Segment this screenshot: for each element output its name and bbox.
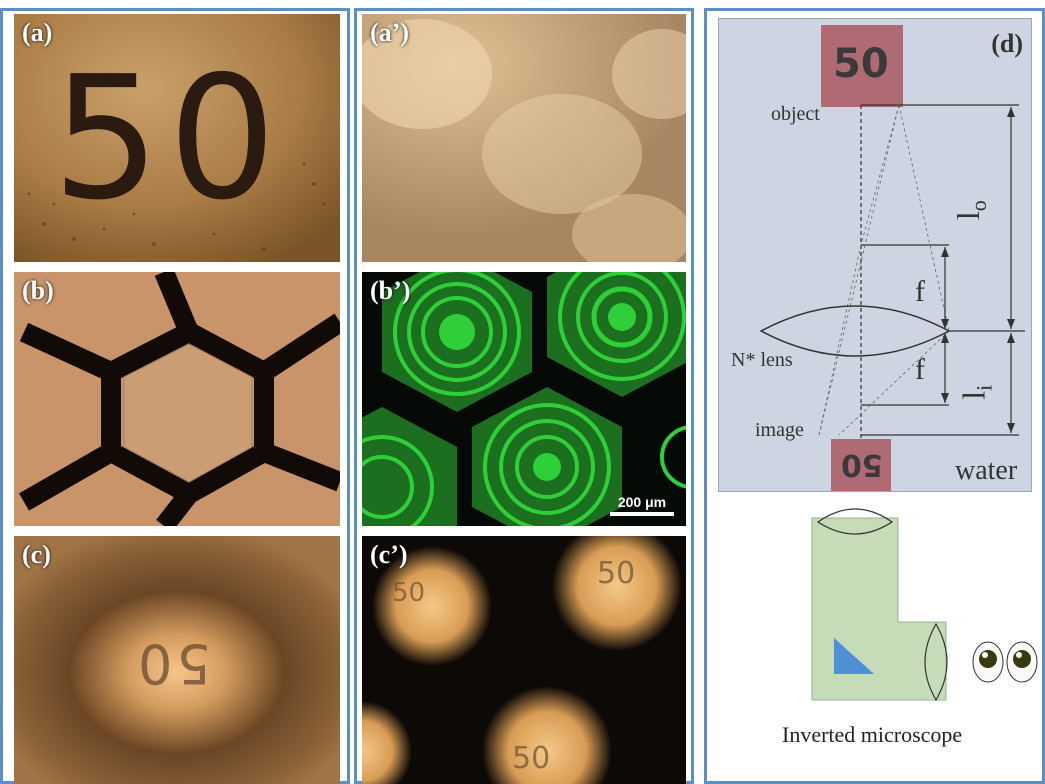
panel-a-label: (a) — [22, 18, 53, 47]
right-column-frame — [704, 8, 1045, 784]
panel-c: (c) 50 — [14, 536, 340, 784]
panel-d-label: (d) — [991, 29, 1023, 58]
lens-shape — [759, 305, 951, 357]
panel-d: (d) 50 50 object image N* lens f f lo li… — [718, 18, 1032, 492]
prism — [834, 638, 874, 674]
panel-b-prime: (b’) 200 μm — [362, 272, 686, 526]
object-distance-label: lo — [950, 200, 992, 220]
water-label: water — [955, 455, 1018, 486]
li-main: l — [955, 390, 992, 400]
microscope-caption: Inverted microscope — [782, 722, 963, 747]
focal-length-top: f — [915, 275, 925, 308]
scale-bar: 200 μm — [610, 494, 674, 516]
object-box-number: 50 — [833, 41, 889, 87]
panel-b-image — [14, 272, 340, 526]
scale-bar-line — [610, 512, 674, 516]
panel-a-prime-image — [362, 14, 686, 262]
c-prime-number-1: 50 — [392, 578, 426, 608]
panel-c-prime-label: (c’) — [370, 540, 408, 569]
c-prime-number-3: 50 — [512, 741, 551, 776]
panel-c-mirror-number: 50 — [134, 632, 211, 695]
panel-a-prime-label: (a’) — [370, 18, 409, 47]
eyes-icon — [972, 641, 1038, 683]
panel-c-prime-image — [362, 536, 686, 784]
panel-a-number: 50 — [52, 40, 285, 238]
image-box — [831, 439, 891, 491]
panel-b-prime-label: (b’) — [370, 276, 411, 305]
panel-b-prime-image — [362, 272, 686, 526]
panel-c-prime: (c’) 50 50 50 — [362, 536, 686, 784]
scale-bar-label: 200 μm — [617, 494, 667, 510]
image-box-number: 50 — [841, 447, 883, 482]
panel-a: (a) 50 — [14, 14, 340, 262]
object-box — [821, 25, 903, 107]
panel-a-image — [14, 14, 340, 262]
lo-main: l — [949, 211, 986, 221]
microscope-schematic — [760, 504, 1040, 714]
microscope-drawing — [811, 508, 1038, 702]
panel-a-prime: (a’) — [362, 14, 686, 262]
panel-c-image — [14, 536, 340, 784]
c-prime-number-2: 50 — [597, 556, 636, 591]
top-lens — [816, 508, 894, 535]
panel-b-label: (b) — [22, 276, 54, 305]
image-distance-label: li — [955, 385, 997, 400]
focal-length-bottom: f — [915, 353, 925, 386]
panel-c-label: (c) — [22, 540, 51, 569]
lens-diagram — [759, 25, 1025, 491]
panel-b: (b) — [14, 272, 340, 526]
side-lens — [924, 622, 948, 702]
li-sub: i — [971, 384, 997, 391]
object-label: object — [771, 103, 820, 125]
lens-label: N* lens — [731, 349, 793, 371]
image-label: image — [755, 419, 804, 441]
lo-sub: o — [966, 200, 992, 212]
